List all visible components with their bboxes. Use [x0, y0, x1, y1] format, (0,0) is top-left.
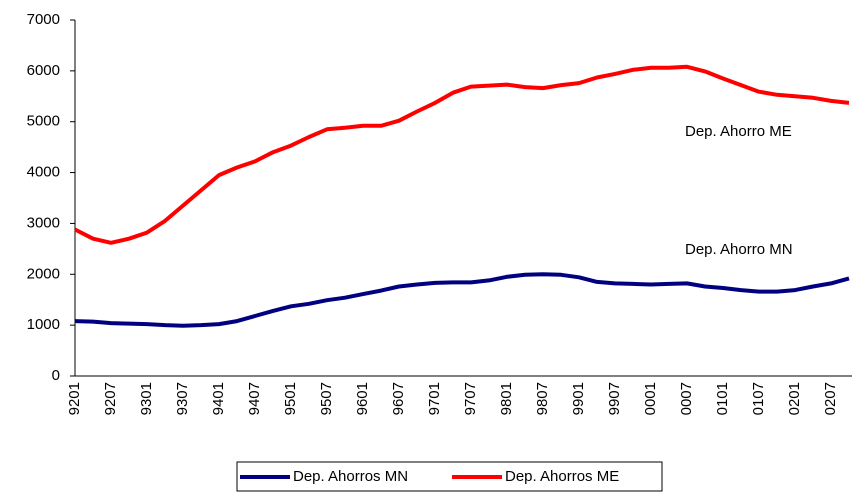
y-tick-label: 4000: [27, 164, 60, 181]
y-tick-label: 3000: [27, 214, 60, 231]
x-tick-label: 9407: [246, 382, 263, 415]
series-line: [74, 272, 850, 328]
x-tick-label: 9701: [426, 382, 443, 415]
y-tick-label: 1000: [27, 316, 60, 333]
x-tick-label: 9901: [570, 382, 587, 415]
x-tick-label: 9401: [210, 382, 227, 415]
x-tick-label: 9301: [138, 382, 155, 415]
y-tick-label: 5000: [27, 113, 60, 130]
x-tick-label: 0001: [642, 382, 659, 415]
x-tick-label: 9801: [498, 382, 515, 415]
x-tick-label: 9907: [606, 382, 623, 415]
x-tick-label: 9707: [462, 382, 479, 415]
x-tick-label: 9501: [282, 382, 299, 415]
legend: [236, 461, 663, 492]
y-tick-label: 7000: [27, 11, 60, 28]
x-tick-label: 0107: [750, 382, 767, 415]
x-tick-label: 9201: [66, 382, 83, 415]
annotation: Dep. Ahorro MN: [685, 241, 793, 258]
x-tick-label: 9607: [390, 382, 407, 415]
x-tick-label: 0201: [786, 382, 803, 415]
y-tick-label: 6000: [27, 62, 60, 79]
x-tick-label: 0207: [822, 382, 839, 415]
annotation: Dep. Ahorro ME: [685, 123, 792, 140]
legend-label: Dep. Ahorros MN: [293, 468, 408, 485]
legend-label: Dep. Ahorros ME: [505, 468, 619, 485]
x-tick-label: 9507: [318, 382, 335, 415]
x-tick-label: 9601: [354, 382, 371, 415]
x-tick-label: 9807: [534, 382, 551, 415]
x-tick-label: 0007: [678, 382, 695, 415]
x-tick-label: 9307: [174, 382, 191, 415]
x-tick-label: 9207: [102, 382, 119, 415]
series-line: [74, 64, 850, 245]
y-tick-label: 2000: [27, 265, 60, 282]
x-tick-label: 0101: [714, 382, 731, 415]
y-tick-label: 0: [52, 367, 60, 384]
